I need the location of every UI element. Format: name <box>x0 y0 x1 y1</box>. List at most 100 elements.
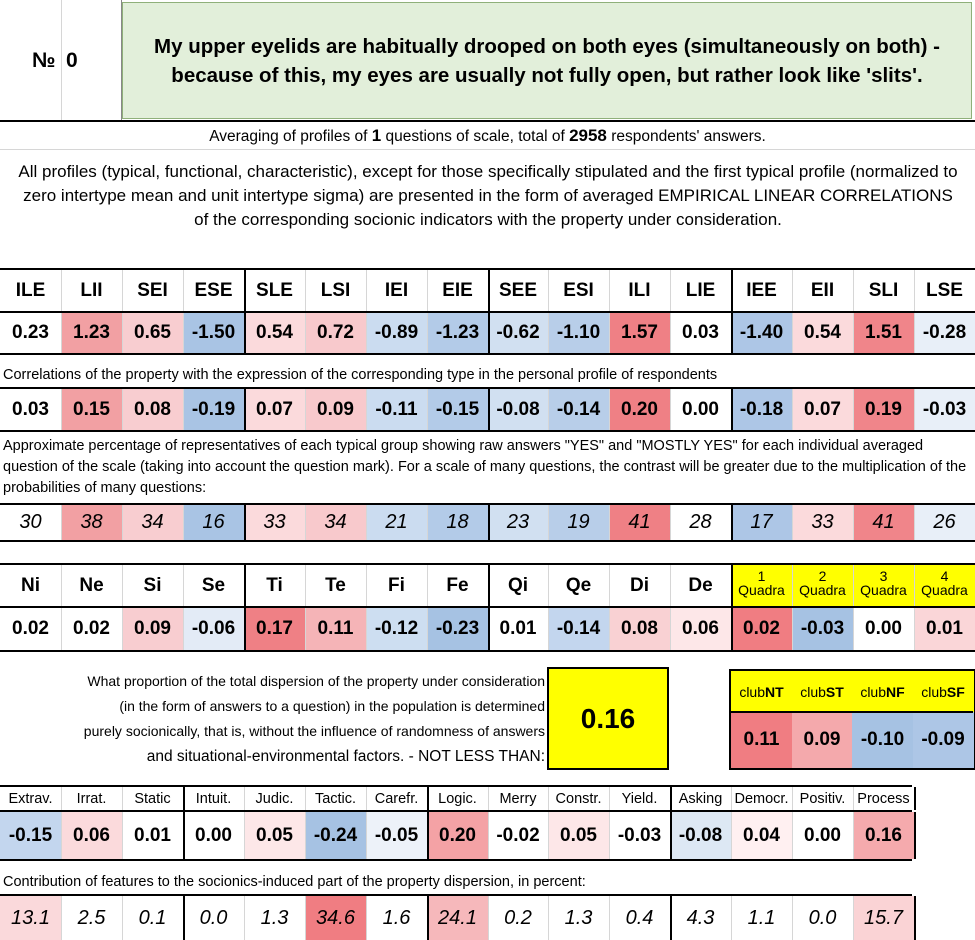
type-normalized-0: 0.23 <box>0 313 61 353</box>
quadra-header-1: 1 Quadra <box>731 565 792 606</box>
trait-header-5: Tactic. <box>314 790 357 807</box>
type-percentage-12: 17 <box>731 505 792 540</box>
trait-header-14: Process <box>857 790 910 807</box>
trait-header-9: Constr. <box>555 790 602 807</box>
trait-header-6: Carefr. <box>374 790 419 807</box>
type-correlation-0: 0.03 <box>0 389 61 430</box>
type-correlation-13: 0.07 <box>792 389 853 430</box>
function-value-di: 0.08 <box>609 608 670 650</box>
type-percentage-9: 19 <box>548 505 609 540</box>
function-header-ni: Ni <box>21 574 40 596</box>
type-normalized-11: 0.03 <box>670 313 731 353</box>
trait-value-13: 0.00 <box>792 812 853 859</box>
type-normalized-15: -0.28 <box>914 313 975 353</box>
function-header-qi: Qi <box>507 574 529 596</box>
function-value-te: 0.11 <box>305 608 366 650</box>
type-header-14: SLI <box>853 270 914 311</box>
club-value-st: 0.09 <box>791 712 853 768</box>
questions-count: 1 <box>371 126 382 145</box>
trait-header-0: Extrav. <box>8 790 53 807</box>
type-normalized-14: 1.51 <box>853 313 914 353</box>
trait-value-8: -0.02 <box>488 812 548 859</box>
quadra-value-3: 0.00 <box>853 608 914 650</box>
type-header-4: SLE <box>244 270 305 311</box>
club-value-nt: 0.11 <box>731 712 792 768</box>
trait-contribution-14: 15.7 <box>853 896 914 940</box>
type-percentage-3: 16 <box>183 505 244 540</box>
trait-value-6: -0.05 <box>366 812 427 859</box>
type-correlation-8: -0.08 <box>488 389 548 430</box>
type-correlation-9: -0.14 <box>548 389 609 430</box>
type-percentage-14: 41 <box>853 505 914 540</box>
contribution-caption: Contribution of features to the socionic… <box>3 874 586 890</box>
function-header-fe: Fe <box>446 574 469 596</box>
club-value-sf: -0.09 <box>912 712 974 768</box>
description-text: All profiles (typical, functional, chara… <box>18 162 958 229</box>
correlation-caption: Correlations of the property with the ex… <box>3 367 718 383</box>
function-value-ti: 0.17 <box>244 608 305 650</box>
trait-value-0: -0.15 <box>0 812 61 859</box>
type-header-2: SEI <box>122 270 183 311</box>
trait-header-12: Democr. <box>734 790 789 807</box>
quadra-header-4: 4 Quadra <box>914 565 975 606</box>
trait-contribution-8: 0.2 <box>488 896 548 940</box>
function-value-ni: 0.02 <box>0 608 61 650</box>
trait-header-7: Logic. <box>438 790 477 807</box>
function-value-de: 0.06 <box>670 608 731 650</box>
type-header-13: EII <box>792 270 853 311</box>
trait-contribution-12: 1.1 <box>731 896 792 940</box>
trait-header-1: Irrat. <box>76 790 107 807</box>
trait-contribution-13: 0.0 <box>792 896 853 940</box>
type-percentage-4: 33 <box>244 505 305 540</box>
type-header-5: LSI <box>305 270 366 311</box>
function-value-se: -0.06 <box>183 608 244 650</box>
trait-header-3: Intuit. <box>195 790 232 807</box>
type-percentage-15: 26 <box>914 505 975 540</box>
function-value-fi: -0.12 <box>366 608 427 650</box>
club-value-nf: -0.10 <box>852 712 913 768</box>
averaging-line: Averaging of profiles of 1 questions of … <box>209 126 766 145</box>
type-percentage-2: 34 <box>122 505 183 540</box>
number-value: 0 <box>66 48 78 72</box>
type-header-7: EIE <box>427 270 488 311</box>
trait-value-12: 0.04 <box>731 812 792 859</box>
trait-contribution-11: 4.3 <box>670 896 731 940</box>
type-normalized-9: -1.10 <box>548 313 609 353</box>
function-value-si: 0.09 <box>122 608 183 650</box>
function-value-fe: -0.23 <box>427 608 488 650</box>
type-normalized-3: -1.50 <box>183 313 244 353</box>
type-correlation-11: 0.00 <box>670 389 731 430</box>
type-percentage-8: 23 <box>488 505 548 540</box>
question-text: My upper eyelids are habitually drooped … <box>154 34 940 87</box>
trait-contribution-10: 0.4 <box>609 896 670 940</box>
type-correlation-2: 0.08 <box>122 389 183 430</box>
trait-header-11: Asking <box>678 790 723 807</box>
type-normalized-13: 0.54 <box>792 313 853 353</box>
function-value-qi: 0.01 <box>488 608 548 650</box>
type-correlation-15: -0.03 <box>914 389 975 430</box>
type-correlation-10: 0.20 <box>609 389 670 430</box>
type-header-8: SEE <box>488 270 548 311</box>
type-correlation-5: 0.09 <box>305 389 366 430</box>
type-normalized-12: -1.40 <box>731 313 792 353</box>
type-header-6: IEI <box>366 270 427 311</box>
function-header-de: De <box>688 574 713 596</box>
type-header-9: ESI <box>548 270 609 311</box>
type-correlation-3: -0.19 <box>183 389 244 430</box>
type-normalized-8: -0.62 <box>488 313 548 353</box>
type-percentage-7: 18 <box>427 505 488 540</box>
trait-contribution-4: 1.3 <box>244 896 305 940</box>
trait-header-8: Merry <box>499 790 537 807</box>
function-header-te: Te <box>325 574 346 596</box>
function-value-ne: 0.02 <box>61 608 122 650</box>
quadra-header-2: 2 Quadra <box>792 565 853 606</box>
type-correlation-1: 0.15 <box>61 389 122 430</box>
trait-header-13: Positiv. <box>799 790 846 807</box>
trait-contribution-9: 1.3 <box>548 896 609 940</box>
type-percentage-5: 34 <box>305 505 366 540</box>
trait-contribution-2: 0.1 <box>122 896 183 940</box>
club-header-st: club ST <box>791 671 853 712</box>
type-correlation-4: 0.07 <box>244 389 305 430</box>
trait-value-7: 0.20 <box>427 812 488 859</box>
trait-value-11: -0.08 <box>670 812 731 859</box>
